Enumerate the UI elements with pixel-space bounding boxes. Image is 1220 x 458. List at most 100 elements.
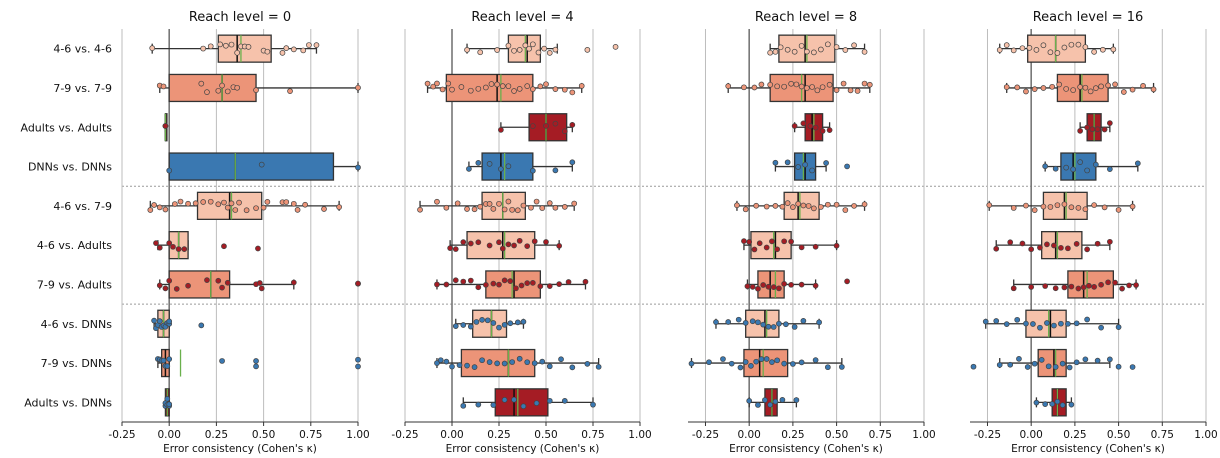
data-point <box>222 42 229 49</box>
data-point <box>1031 86 1038 92</box>
data-point <box>494 360 500 367</box>
data-point <box>584 47 591 53</box>
data-point <box>166 401 173 408</box>
data-point <box>1082 356 1089 363</box>
data-point <box>1089 126 1096 133</box>
data-point <box>1007 361 1014 368</box>
data-point <box>224 279 231 286</box>
data-point <box>173 286 180 292</box>
x-tick-label: 1.00 <box>346 429 369 441</box>
data-point <box>1038 357 1045 363</box>
data-point <box>851 42 857 49</box>
data-point <box>776 320 782 327</box>
data-point <box>1107 166 1113 172</box>
data-point <box>355 363 361 370</box>
data-point <box>812 282 819 289</box>
data-point <box>283 199 290 205</box>
data-point <box>783 321 789 328</box>
data-point <box>825 364 831 371</box>
data-point <box>1058 244 1064 251</box>
data-point <box>1040 42 1047 49</box>
data-point <box>1044 320 1050 326</box>
data-point <box>488 81 495 87</box>
data-point <box>1129 203 1136 210</box>
data-point <box>552 46 559 53</box>
data-point <box>811 49 817 56</box>
data-point <box>505 42 512 49</box>
data-point <box>1054 202 1061 209</box>
data-point <box>765 283 772 290</box>
data-point <box>725 83 732 89</box>
data-point <box>1023 320 1029 327</box>
x-tick-label: 0.25 <box>1063 429 1086 441</box>
data-point <box>156 204 163 211</box>
data-point <box>1051 322 1057 329</box>
data-point <box>737 364 744 371</box>
data-point <box>243 207 250 214</box>
data-point <box>475 284 482 291</box>
data-point <box>467 240 474 247</box>
data-point <box>1047 49 1054 56</box>
data-point <box>804 85 810 91</box>
data-point <box>1107 238 1113 245</box>
x-tick-label: 0.00 <box>737 429 760 441</box>
data-point <box>793 397 800 403</box>
data-point <box>688 360 695 367</box>
data-point <box>1091 49 1097 55</box>
box-iqr <box>168 270 231 299</box>
data-point <box>798 244 805 251</box>
data-point <box>279 50 286 56</box>
data-point <box>1037 324 1043 331</box>
data-point <box>221 199 227 206</box>
x-tick-label: 1.00 <box>1194 429 1217 441</box>
data-point <box>1024 364 1031 370</box>
data-point <box>520 318 527 325</box>
data-point <box>524 280 531 286</box>
data-point <box>847 87 854 94</box>
data-point <box>569 364 576 371</box>
data-point <box>1045 363 1052 370</box>
data-point <box>1077 128 1083 134</box>
data-point <box>1030 321 1036 327</box>
data-point <box>224 88 231 95</box>
data-point <box>1010 205 1017 211</box>
data-point <box>612 44 619 50</box>
data-point <box>264 48 271 55</box>
data-point <box>838 364 845 370</box>
data-point <box>791 324 798 330</box>
data-point <box>758 356 765 362</box>
data-point <box>437 357 444 364</box>
data-point <box>529 167 536 174</box>
data-point <box>823 160 829 166</box>
data-point <box>479 317 485 323</box>
data-point <box>1063 164 1069 171</box>
data-point <box>253 205 259 212</box>
data-point <box>486 161 493 167</box>
data-point <box>207 43 214 50</box>
x-tick-label: 0.50 <box>1107 429 1130 441</box>
data-point <box>774 246 781 253</box>
data-point <box>552 204 559 211</box>
x-axis-label: Error consistency (Cohen's κ) <box>729 443 883 455</box>
data-point <box>569 122 576 128</box>
data-point <box>156 318 163 324</box>
data-point <box>505 83 512 90</box>
data-point <box>833 201 840 208</box>
data-point <box>177 198 184 205</box>
box-iqr <box>466 230 536 260</box>
data-point <box>496 239 502 246</box>
x-tick-label: 0.75 <box>869 429 892 441</box>
data-point <box>1059 360 1066 367</box>
data-point <box>290 200 297 207</box>
data-point <box>825 41 831 48</box>
data-point <box>460 322 467 328</box>
row-label: 4-6 vs. 7-9 <box>53 200 112 213</box>
data-point <box>1049 401 1056 407</box>
data-point <box>809 167 815 174</box>
data-point <box>818 204 824 210</box>
data-point <box>753 202 760 209</box>
data-point <box>207 198 214 205</box>
data-point <box>543 123 549 129</box>
panel-title: Reach level = 16 <box>1033 10 1144 25</box>
data-point <box>1061 44 1068 51</box>
